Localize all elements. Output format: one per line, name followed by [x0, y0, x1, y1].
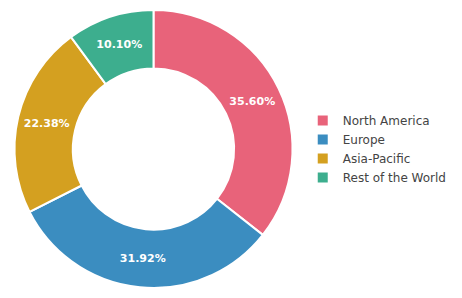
svg-text:35.60%: 35.60%: [229, 95, 275, 108]
svg-text:Europe: Europe: [343, 133, 385, 147]
svg-text:31.92%: 31.92%: [120, 252, 166, 265]
svg-text:22.38%: 22.38%: [24, 117, 70, 130]
svg-text:North America: North America: [343, 114, 430, 128]
svg-text:10.10%: 10.10%: [96, 38, 142, 51]
svg-text:Asia-Pacific: Asia-Pacific: [343, 152, 411, 166]
svg-text:Rest of the World: Rest of the World: [343, 171, 446, 185]
